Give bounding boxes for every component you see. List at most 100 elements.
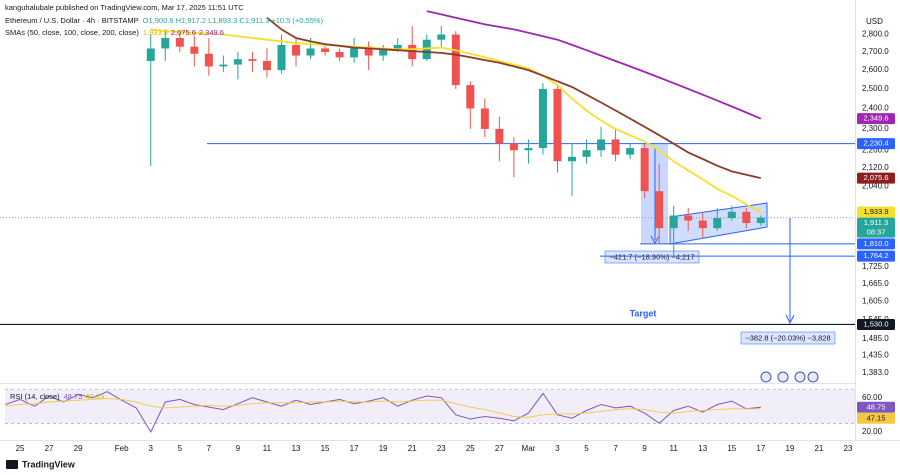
candle-body — [292, 44, 301, 56]
indicator-legend: SMAs (50, close, 100, close, 200, close)… — [5, 28, 224, 37]
price-tag — [857, 250, 895, 262]
candle-body — [480, 108, 489, 129]
y-tick-label: 60.00 — [862, 393, 883, 402]
x-tick-label: 19 — [379, 444, 388, 453]
moving-average — [426, 10, 762, 120]
price-tag-label: 47.15 — [867, 413, 886, 422]
price-tag-label: 1,764.2 — [863, 251, 888, 260]
y-tick-label: 2,120.0 — [862, 163, 889, 172]
x-tick-label: 25 — [466, 444, 475, 453]
candle-body — [161, 37, 170, 49]
price-tag-label: 1,810.0 — [863, 239, 888, 248]
event-icon — [760, 371, 772, 383]
price-tag — [857, 412, 895, 424]
candle-body — [146, 48, 155, 61]
candle-body — [756, 217, 765, 224]
plot: 25 27 29 Feb 3 5 7 9 11 13 15 17 19 21 23 25 27 Mar 3 5 7 9 11… — [0, 10, 895, 453]
x-tick-label: 13 — [698, 444, 707, 453]
candle-body — [350, 46, 359, 58]
event-icon — [794, 371, 806, 383]
candle-body — [393, 44, 402, 49]
symbol-legend: Ethereum / U.S. Dollar · 4h · BITSTAMP O1… — [5, 16, 324, 25]
y-tick-label: 1,435.0 — [862, 350, 889, 359]
candle-body — [553, 88, 562, 162]
y-tick-label: 2,700.0 — [862, 47, 889, 56]
candle-body — [597, 139, 606, 151]
price-tag-label: 48.75 — [867, 402, 886, 411]
price-tag — [857, 238, 895, 250]
candle-body — [321, 48, 330, 52]
candle-body — [713, 218, 722, 229]
y-tick-label: 1,383.0 — [862, 368, 889, 377]
y-tick-label: 2,800.0 — [862, 30, 889, 39]
brand-logo — [6, 460, 18, 469]
x-tick-label: 3 — [555, 444, 560, 453]
x-tick-label: 13 — [292, 444, 301, 453]
candle-body — [698, 220, 707, 229]
x-tick-label: 21 — [814, 444, 823, 453]
price-tag-label: 2,230.4 — [863, 139, 888, 148]
candle-body — [538, 88, 547, 149]
x-tick-label: 11 — [670, 444, 679, 453]
y-tick-label: 2,400.0 — [862, 104, 889, 113]
event-icon — [777, 371, 789, 383]
candle-body — [306, 48, 315, 56]
x-tick-label: Mar — [522, 444, 536, 453]
event-icon — [807, 371, 819, 383]
measure-label-box — [740, 331, 836, 345]
x-tick-label: 5 — [584, 444, 589, 453]
x-tick-label: 29 — [74, 444, 83, 453]
x-tick-label: 23 — [844, 444, 853, 453]
x-tick-label: 27 — [495, 444, 504, 453]
moving-average — [266, 16, 761, 179]
x-tick-label: 15 — [727, 444, 736, 453]
candle-body — [611, 139, 620, 155]
x-tick-label: 5 — [178, 444, 183, 453]
measure-label: −421.7 (−18.90%) −4,217 — [609, 252, 694, 261]
rsi-title: RSI (14, close) — [10, 392, 60, 401]
rsi-line — [5, 391, 761, 433]
price-tag — [857, 138, 895, 150]
candle-body — [262, 60, 271, 71]
x-tick-label: 17 — [756, 444, 765, 453]
candle-body — [509, 143, 518, 151]
event-icons — [760, 371, 819, 383]
y-tick-label: 1,725.0 — [862, 262, 889, 271]
candle-body — [524, 148, 533, 151]
price-tag — [857, 217, 895, 238]
price-tag — [857, 113, 895, 125]
candle-body — [495, 128, 504, 144]
price-tag-label: 1,530.0 — [863, 319, 888, 328]
price-tag-label: 1,933.9 — [863, 207, 888, 216]
x-tick-label: Feb — [115, 444, 129, 453]
legend-value: 2,075.6 — [171, 28, 196, 37]
moving-average — [150, 28, 762, 213]
published-line: kanguhalubale published on TradingView.c… — [5, 3, 244, 12]
candle-body — [248, 59, 257, 61]
candle-body — [335, 51, 344, 58]
candle-body — [379, 48, 388, 56]
y-tick-label: 1,605.0 — [862, 297, 889, 306]
candle-body — [277, 44, 286, 71]
price-tag — [857, 401, 895, 413]
candle-body — [626, 148, 635, 155]
x-tick-label: 17 — [350, 444, 359, 453]
legend-value: 48.75 — [64, 392, 83, 401]
candle-body — [742, 211, 751, 224]
candle-body — [422, 39, 431, 60]
x-tick-label: 7 — [207, 444, 212, 453]
x-tick-label: 9 — [642, 444, 647, 453]
symbol-title: Ethereum / U.S. Dollar · 4h · BITSTAMP — [5, 16, 139, 25]
candle-body — [451, 34, 460, 86]
x-tick-label: 3 — [149, 444, 154, 453]
candle-body — [437, 34, 446, 40]
measure-label-box — [604, 250, 700, 264]
brand: TradingView — [6, 459, 76, 469]
y-tick-label: 1,665.0 — [862, 279, 889, 288]
candle-body — [684, 215, 693, 221]
price-tag-label: 2,075.6 — [863, 173, 888, 182]
x-tick-label: 27 — [45, 444, 54, 453]
candle-body — [219, 64, 228, 67]
candle-body — [204, 53, 213, 67]
